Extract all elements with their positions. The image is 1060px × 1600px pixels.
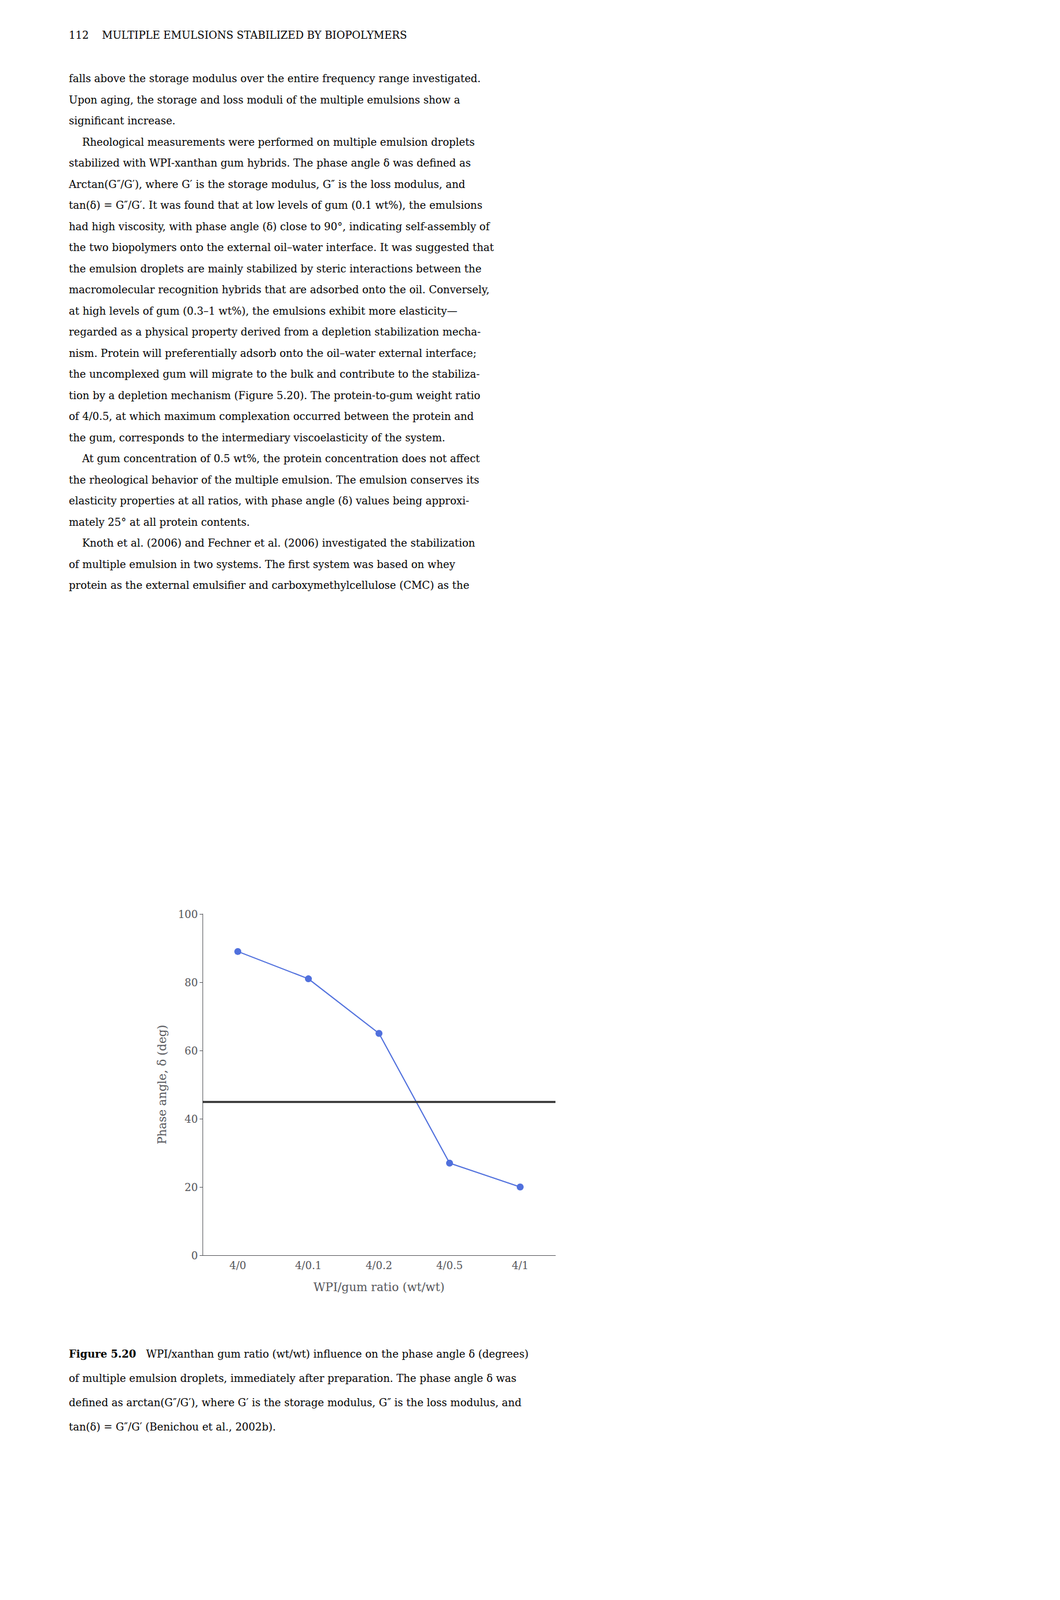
html-text:tan(δ) = G″/G′. It was found t: tan(δ) = G″/G′. It was found that at low… bbox=[68, 199, 483, 212]
html-text:Rheological measurements were: Rheological measurements were performed … bbox=[68, 135, 475, 148]
html-text:At gum concentration of 0.5 wt: At gum concentration of 0.5 wt%, the pro… bbox=[68, 452, 480, 465]
svg-text:WPI/gum ratio (wt/wt): WPI/gum ratio (wt/wt) bbox=[313, 1280, 445, 1295]
svg-text:4/0.5: 4/0.5 bbox=[436, 1259, 463, 1272]
svg-text:0: 0 bbox=[191, 1249, 198, 1262]
html-text:the two biopolymers onto the e: the two biopolymers onto the external oi… bbox=[68, 241, 494, 254]
html-text:protein as the external emulsi: protein as the external emulsifier and c… bbox=[68, 579, 470, 592]
html-text:stabilized with WPI-xanthan gu: stabilized with WPI-xanthan gum hybrids.… bbox=[68, 156, 471, 169]
html-text:the emulsion droplets are main: the emulsion droplets are mainly stabili… bbox=[68, 262, 482, 275]
svg-text:4/0.1: 4/0.1 bbox=[295, 1259, 322, 1272]
html-text:112 MULTIPLE EMULSIONS STABILI: 112 MULTIPLE EMULSIONS STABILIZED BY BIO… bbox=[68, 28, 407, 42]
html-text:macromolecular recognition hyb: macromolecular recognition hybrids that … bbox=[68, 283, 490, 296]
html-text:significant increase.: significant increase. bbox=[68, 114, 176, 127]
svg-text:80: 80 bbox=[184, 976, 198, 989]
html-text:of 4/0.5, at which maximum com: of 4/0.5, at which maximum complexation … bbox=[68, 410, 474, 423]
html-text:Upon aging, the storage and lo: Upon aging, the storage and loss moduli … bbox=[68, 93, 461, 106]
html-text:nism. Protein will preferentia: nism. Protein will preferentially adsorb… bbox=[68, 346, 477, 360]
html-text:Arctan(G″/G′), where G′ is the: Arctan(G″/G′), where G′ is the storage m… bbox=[68, 177, 466, 191]
html-text:of multiple emulsion in two sy: of multiple emulsion in two systems. The… bbox=[68, 558, 456, 571]
html-text:defined as arctan(G″/G′), wher: defined as arctan(G″/G′), where G′ is th… bbox=[68, 1396, 522, 1409]
svg-text:4/0.2: 4/0.2 bbox=[365, 1259, 393, 1272]
html-text:tan(δ) = G″/G′ (Benichou et al: tan(δ) = G″/G′ (Benichou et al., 2002b). bbox=[68, 1421, 276, 1434]
svg-text:4/0: 4/0 bbox=[229, 1259, 247, 1272]
html-text:the rheological behavior of th: the rheological behavior of the multiple… bbox=[68, 473, 480, 486]
html-text:the uncomplexed gum will migra: the uncomplexed gum will migrate to the … bbox=[68, 367, 480, 381]
html-text:mately 25° at all protein cont: mately 25° at all protein contents. bbox=[68, 515, 250, 528]
html-text:Figure 5.20 WPI/xanthan gum ra: Figure 5.20 WPI/xanthan gum ratio (wt/wt… bbox=[68, 1348, 529, 1361]
html-text:the gum, corresponds to the in: the gum, corresponds to the intermediary… bbox=[68, 431, 446, 444]
html-text:Knoth et al. (2006) and Fechne: Knoth et al. (2006) and Fechner et al. (… bbox=[68, 536, 476, 550]
html-text:tion by a depletion mechanism: tion by a depletion mechanism (Figure 5.… bbox=[68, 389, 481, 402]
html-text:at high levels of gum (0.3–1 w: at high levels of gum (0.3–1 wt%), the e… bbox=[68, 304, 458, 317]
svg-text:100: 100 bbox=[178, 908, 198, 921]
html-text:elasticity properties at all r: elasticity properties at all ratios, wit… bbox=[68, 494, 470, 507]
svg-text:20: 20 bbox=[184, 1181, 198, 1194]
html-text:regarded as a physical propert: regarded as a physical property derived … bbox=[68, 325, 481, 338]
html-text:had high viscosity, with phase: had high viscosity, with phase angle (δ)… bbox=[68, 220, 490, 233]
html-text:of multiple emulsion droplets,: of multiple emulsion droplets, immediate… bbox=[68, 1372, 517, 1385]
svg-text:4/1: 4/1 bbox=[512, 1259, 529, 1272]
html-text:falls above the storage modulu: falls above the storage modulus over the… bbox=[68, 72, 481, 85]
svg-text:Phase angle, δ (deg): Phase angle, δ (deg) bbox=[155, 1025, 169, 1146]
svg-text:40: 40 bbox=[184, 1113, 198, 1126]
svg-text:60: 60 bbox=[184, 1044, 198, 1058]
